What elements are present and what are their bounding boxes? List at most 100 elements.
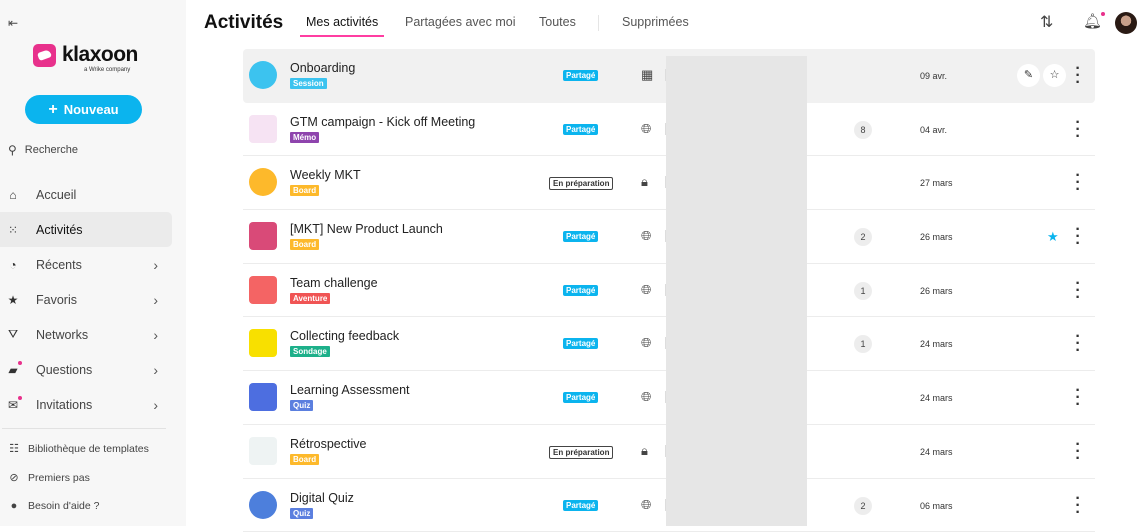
activity-thumbnail (249, 115, 277, 143)
globe-icon: 🌐︎ (641, 228, 651, 244)
activity-date: 27 mars (920, 178, 953, 188)
grid-dots-icon: ⁙ (6, 223, 20, 237)
activity-date: 24 mars (920, 339, 953, 349)
activity-type-badge: Mémo (290, 132, 319, 143)
new-button[interactable]: + Nouveau (25, 95, 142, 124)
more-options-icon[interactable]: ··· (1073, 280, 1083, 301)
tab-supprimees[interactable]: Supprimées (622, 15, 689, 29)
activity-title[interactable]: Rétrospective (290, 437, 366, 451)
klaxoon-logo-mark (33, 44, 56, 67)
activity-date: 09 avr. (920, 71, 947, 81)
activity-title[interactable]: GTM campaign - Kick off Meeting (290, 115, 475, 129)
sidebar-item-label: Récents (36, 258, 153, 272)
network-icon: ⛛ (6, 327, 20, 342)
status-badge: Partagé (563, 124, 598, 135)
activity-type-badge: Sondage (290, 346, 330, 357)
more-options-icon[interactable]: ··· (1073, 172, 1083, 193)
activity-title[interactable]: Learning Assessment (290, 383, 410, 397)
plus-icon: + (48, 101, 57, 119)
activity-title[interactable]: Onboarding (290, 61, 355, 75)
more-options-icon[interactable]: ··· (1073, 495, 1083, 516)
more-options-icon[interactable]: ··· (1073, 441, 1083, 462)
edit-pencil-icon[interactable]: ✎ (1017, 64, 1040, 87)
collapse-sidebar-icon[interactable]: ⇤ (8, 16, 18, 30)
sidebar-divider (2, 428, 166, 429)
sidebar-item-networks[interactable]: ⛛Networks› (0, 317, 172, 352)
activity-title[interactable]: Team challenge (290, 276, 378, 290)
sidebar-item-recents[interactable]: ◔Récents› (0, 247, 172, 282)
activity-type-badge: Board (290, 185, 319, 196)
search-icon: ⚲ (8, 143, 17, 157)
chevron-right-icon: › (153, 362, 158, 378)
brand-name: klaxoon (62, 43, 138, 67)
sidebar-item-label: Questions (36, 363, 153, 377)
status-badge: Partagé (563, 500, 598, 511)
new-button-label: Nouveau (64, 102, 119, 117)
template-icon: ☷ (8, 442, 20, 455)
footer-link-label: Premiers pas (28, 472, 90, 484)
search-label: Recherche (25, 144, 78, 156)
sidebar-item-accueil[interactable]: ⌂Accueil (0, 177, 172, 212)
status-badge: Partagé (563, 70, 598, 81)
notifications-bell-icon[interactable]: 🔔︎ (1083, 12, 1102, 30)
sidebar-item-invitations[interactable]: ✉Invitations› (0, 387, 172, 422)
activity-date: 26 mars (920, 286, 953, 296)
participant-count: 2 (854, 497, 872, 515)
user-avatar[interactable] (1115, 12, 1137, 34)
activity-title[interactable]: Weekly MKT (290, 168, 361, 182)
activity-date: 24 mars (920, 447, 953, 457)
page-title: Activités (204, 12, 283, 34)
globe-icon: 🌐︎ (641, 497, 651, 513)
activity-date: 04 avr. (920, 125, 947, 135)
search-link[interactable]: ⚲ Recherche (8, 143, 78, 157)
tab-toutes[interactable]: Toutes (539, 15, 576, 29)
tab-separator (598, 15, 599, 31)
lock-icon: 🔒︎ (641, 443, 648, 459)
activity-thumbnail (249, 61, 277, 89)
activity-title[interactable]: [MKT] New Product Launch (290, 222, 443, 236)
activity-type-badge: Board (290, 239, 319, 250)
sidebar-footer-link[interactable]: ● Besoin d'aide ? (8, 500, 99, 512)
help-icon: ● (8, 500, 20, 512)
more-options-icon[interactable]: ··· (1073, 226, 1083, 247)
status-badge: Partagé (563, 231, 598, 242)
sidebar-item-label: Favoris (36, 293, 153, 307)
notification-dot (1101, 12, 1105, 16)
tab-partagees-avec-moi[interactable]: Partagées avec moi (405, 15, 515, 29)
activity-thumbnail (249, 329, 277, 357)
footer-link-label: Besoin d'aide ? (28, 500, 99, 512)
import-export-icon[interactable]: ⇅ (1040, 12, 1053, 32)
activity-type-badge: Board (290, 454, 319, 465)
activity-thumbnail (249, 437, 277, 465)
favorite-star-outline-icon[interactable]: ☆ (1043, 64, 1066, 87)
chevron-right-icon: › (153, 257, 158, 273)
brand-subtitle: a Wrike company (84, 67, 130, 73)
more-options-icon[interactable]: ··· (1073, 119, 1083, 140)
activity-date: 26 mars (920, 232, 953, 242)
activity-type-badge: Quiz (290, 508, 313, 519)
sidebar-footer-link[interactable]: ⊘ Premiers pas (8, 471, 90, 484)
redacted-area (666, 56, 807, 526)
sidebar-item-activites[interactable]: ⁙Activités (0, 212, 172, 247)
favorite-star-icon[interactable]: ★ (1047, 229, 1059, 245)
more-options-icon[interactable]: ··· (1073, 65, 1083, 86)
chevron-right-icon: › (153, 292, 158, 308)
inbox-icon: ▰ (6, 363, 20, 377)
sidebar-item-label: Networks (36, 328, 153, 342)
tab-mes-activites[interactable]: Mes activités (306, 15, 378, 29)
activity-title[interactable]: Digital Quiz (290, 491, 354, 505)
compass-icon: ⊘ (8, 471, 20, 484)
participant-count: 1 (854, 282, 872, 300)
sidebar-item-questions[interactable]: ▰ Questions› (0, 352, 172, 387)
sidebar-item-favoris[interactable]: ★ Favoris› (0, 282, 172, 317)
sidebar-footer-link[interactable]: ☷Bibliothèque de templates (8, 442, 149, 455)
star-icon: ★ (6, 293, 20, 307)
activity-date: 24 mars (920, 393, 953, 403)
more-options-icon[interactable]: ··· (1073, 333, 1083, 354)
activity-title[interactable]: Collecting feedback (290, 329, 399, 343)
globe-icon: 🌐︎ (641, 335, 651, 351)
participant-count: 1 (854, 335, 872, 353)
activity-type-badge: Aventure (290, 293, 330, 304)
more-options-icon[interactable]: ··· (1073, 387, 1083, 408)
participant-count: 8 (854, 121, 872, 139)
